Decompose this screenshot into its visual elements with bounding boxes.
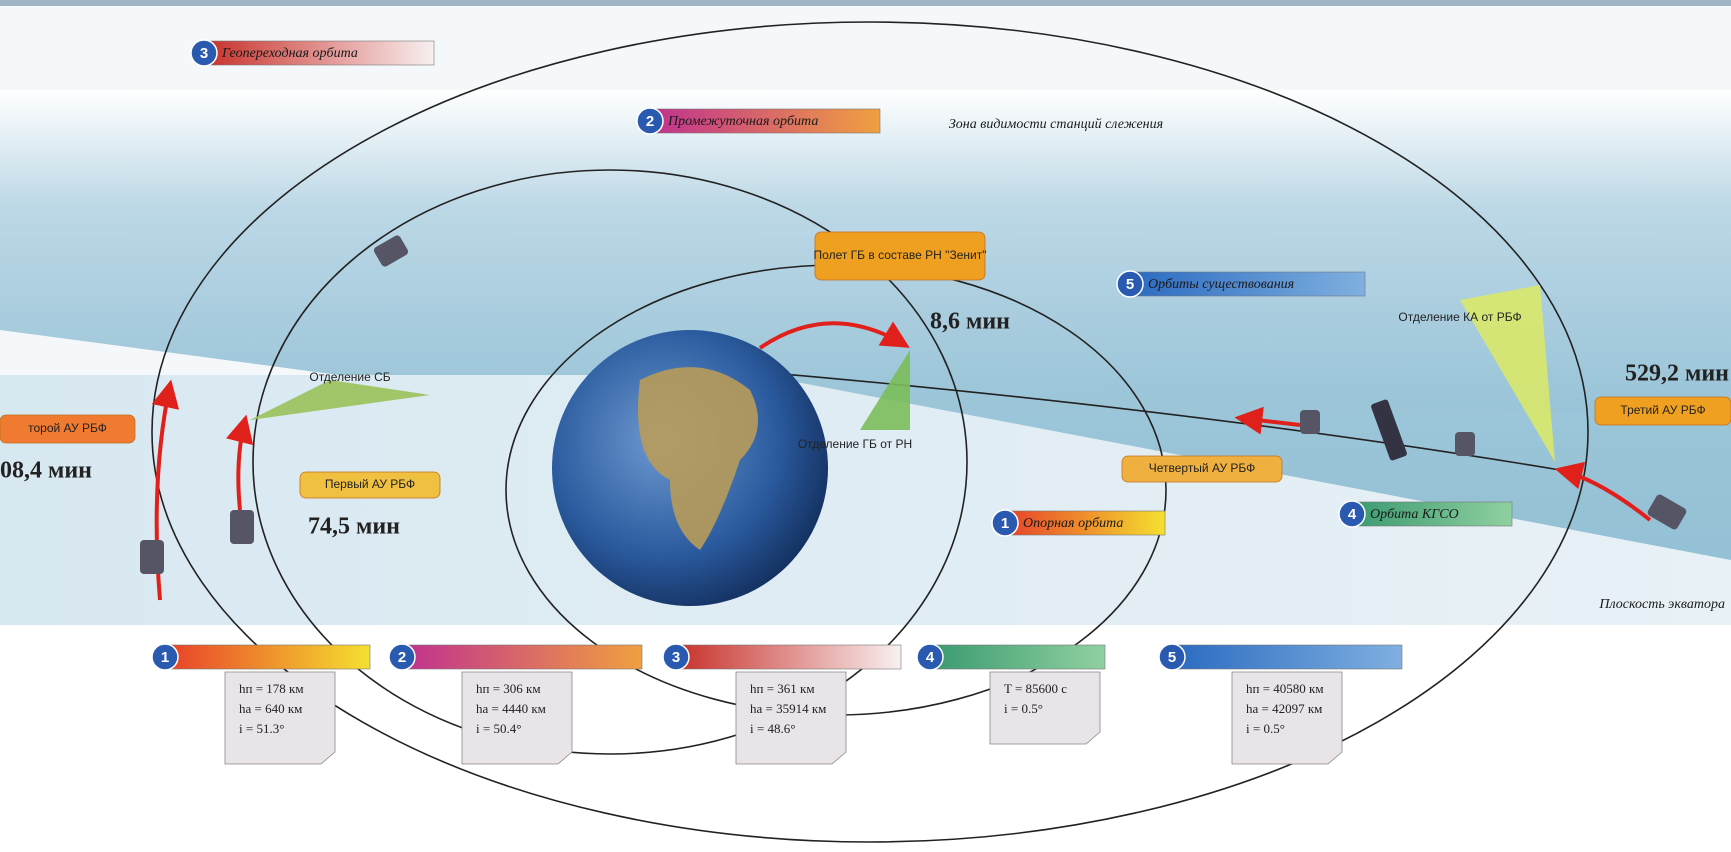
orbit-number: 4 [1348,506,1357,523]
parameter-line: hа = 4440 км [476,701,546,716]
orbit-number: 2 [398,649,406,666]
callout-text: торой АУ РБФ [28,421,107,435]
orbit-number: 5 [1168,649,1176,666]
spacecraft [1300,410,1320,434]
orbit-number: 3 [672,649,680,666]
callout-text: Отделение СБ [309,370,390,384]
orbit-number: 1 [161,649,169,666]
orbit-label-box [930,645,1105,669]
parameter-line: i = 50.4° [476,721,521,736]
parameter-line: hп = 40580 км [1246,681,1324,696]
parameter-line: hп = 306 км [476,681,541,696]
callout-text: Первый АУ РБФ [325,477,415,491]
parameter-line: hп = 178 км [239,681,304,696]
orbit-diagram: Зона видимости станций слежения Плоскост… [0,0,1731,852]
top-strip [0,0,1731,6]
time-label: 08,4 мин [0,458,92,484]
orbit-label-box [402,645,642,669]
zone-label: Зона видимости станций слежения [949,117,1163,132]
orbit-label-box [165,645,370,669]
parameter-line: hа = 35914 км [750,701,826,716]
callout-text: Третий АУ РБФ [1620,403,1705,417]
callout-text: Четвертый АУ РБФ [1149,461,1256,475]
orbit-label: Промежуточная орбита [667,114,818,129]
orbit-label-box [1172,645,1402,669]
spacecraft [1455,432,1475,456]
orbit-number: 2 [646,113,654,130]
orbit-label: Геопереходная орбита [221,46,358,61]
parameter-line: i = 0.5° [1246,721,1285,736]
callout-text: Отделение ГБ от РН [798,437,912,451]
parameter-line: hа = 42097 км [1246,701,1322,716]
spacecraft [230,510,254,544]
orbit-label-box [676,645,901,669]
orbit-number: 1 [1001,515,1009,532]
time-label: 74,5 мин [308,514,400,540]
parameter-line: i = 48.6° [750,721,795,736]
time-label: 8,6 мин [930,309,1010,335]
callout-text: Полет ГБ в составе РН "Зенит" [814,248,987,262]
equator-label: Плоскость экватора [1598,597,1725,612]
orbit-label: Опорная орбита [1023,516,1123,531]
time-label: 529,2 мин [1625,361,1729,387]
orbit-number: 5 [1126,276,1134,293]
parameter-line: hп = 361 км [750,681,815,696]
orbit-number: 3 [200,45,208,62]
orbit-label: Орбиты существования [1148,277,1294,292]
parameter-line: i = 51.3° [239,721,284,736]
orbit-number: 4 [926,649,935,666]
orbit-label: Орбита КГСО [1370,507,1459,522]
callout-text: Отделение КА от РБФ [1398,310,1521,324]
spacecraft [140,540,164,574]
parameter-line: hа = 640 км [239,701,302,716]
parameter-line: i = 0.5° [1004,701,1043,716]
parameter-line: T = 85600 с [1004,681,1067,696]
